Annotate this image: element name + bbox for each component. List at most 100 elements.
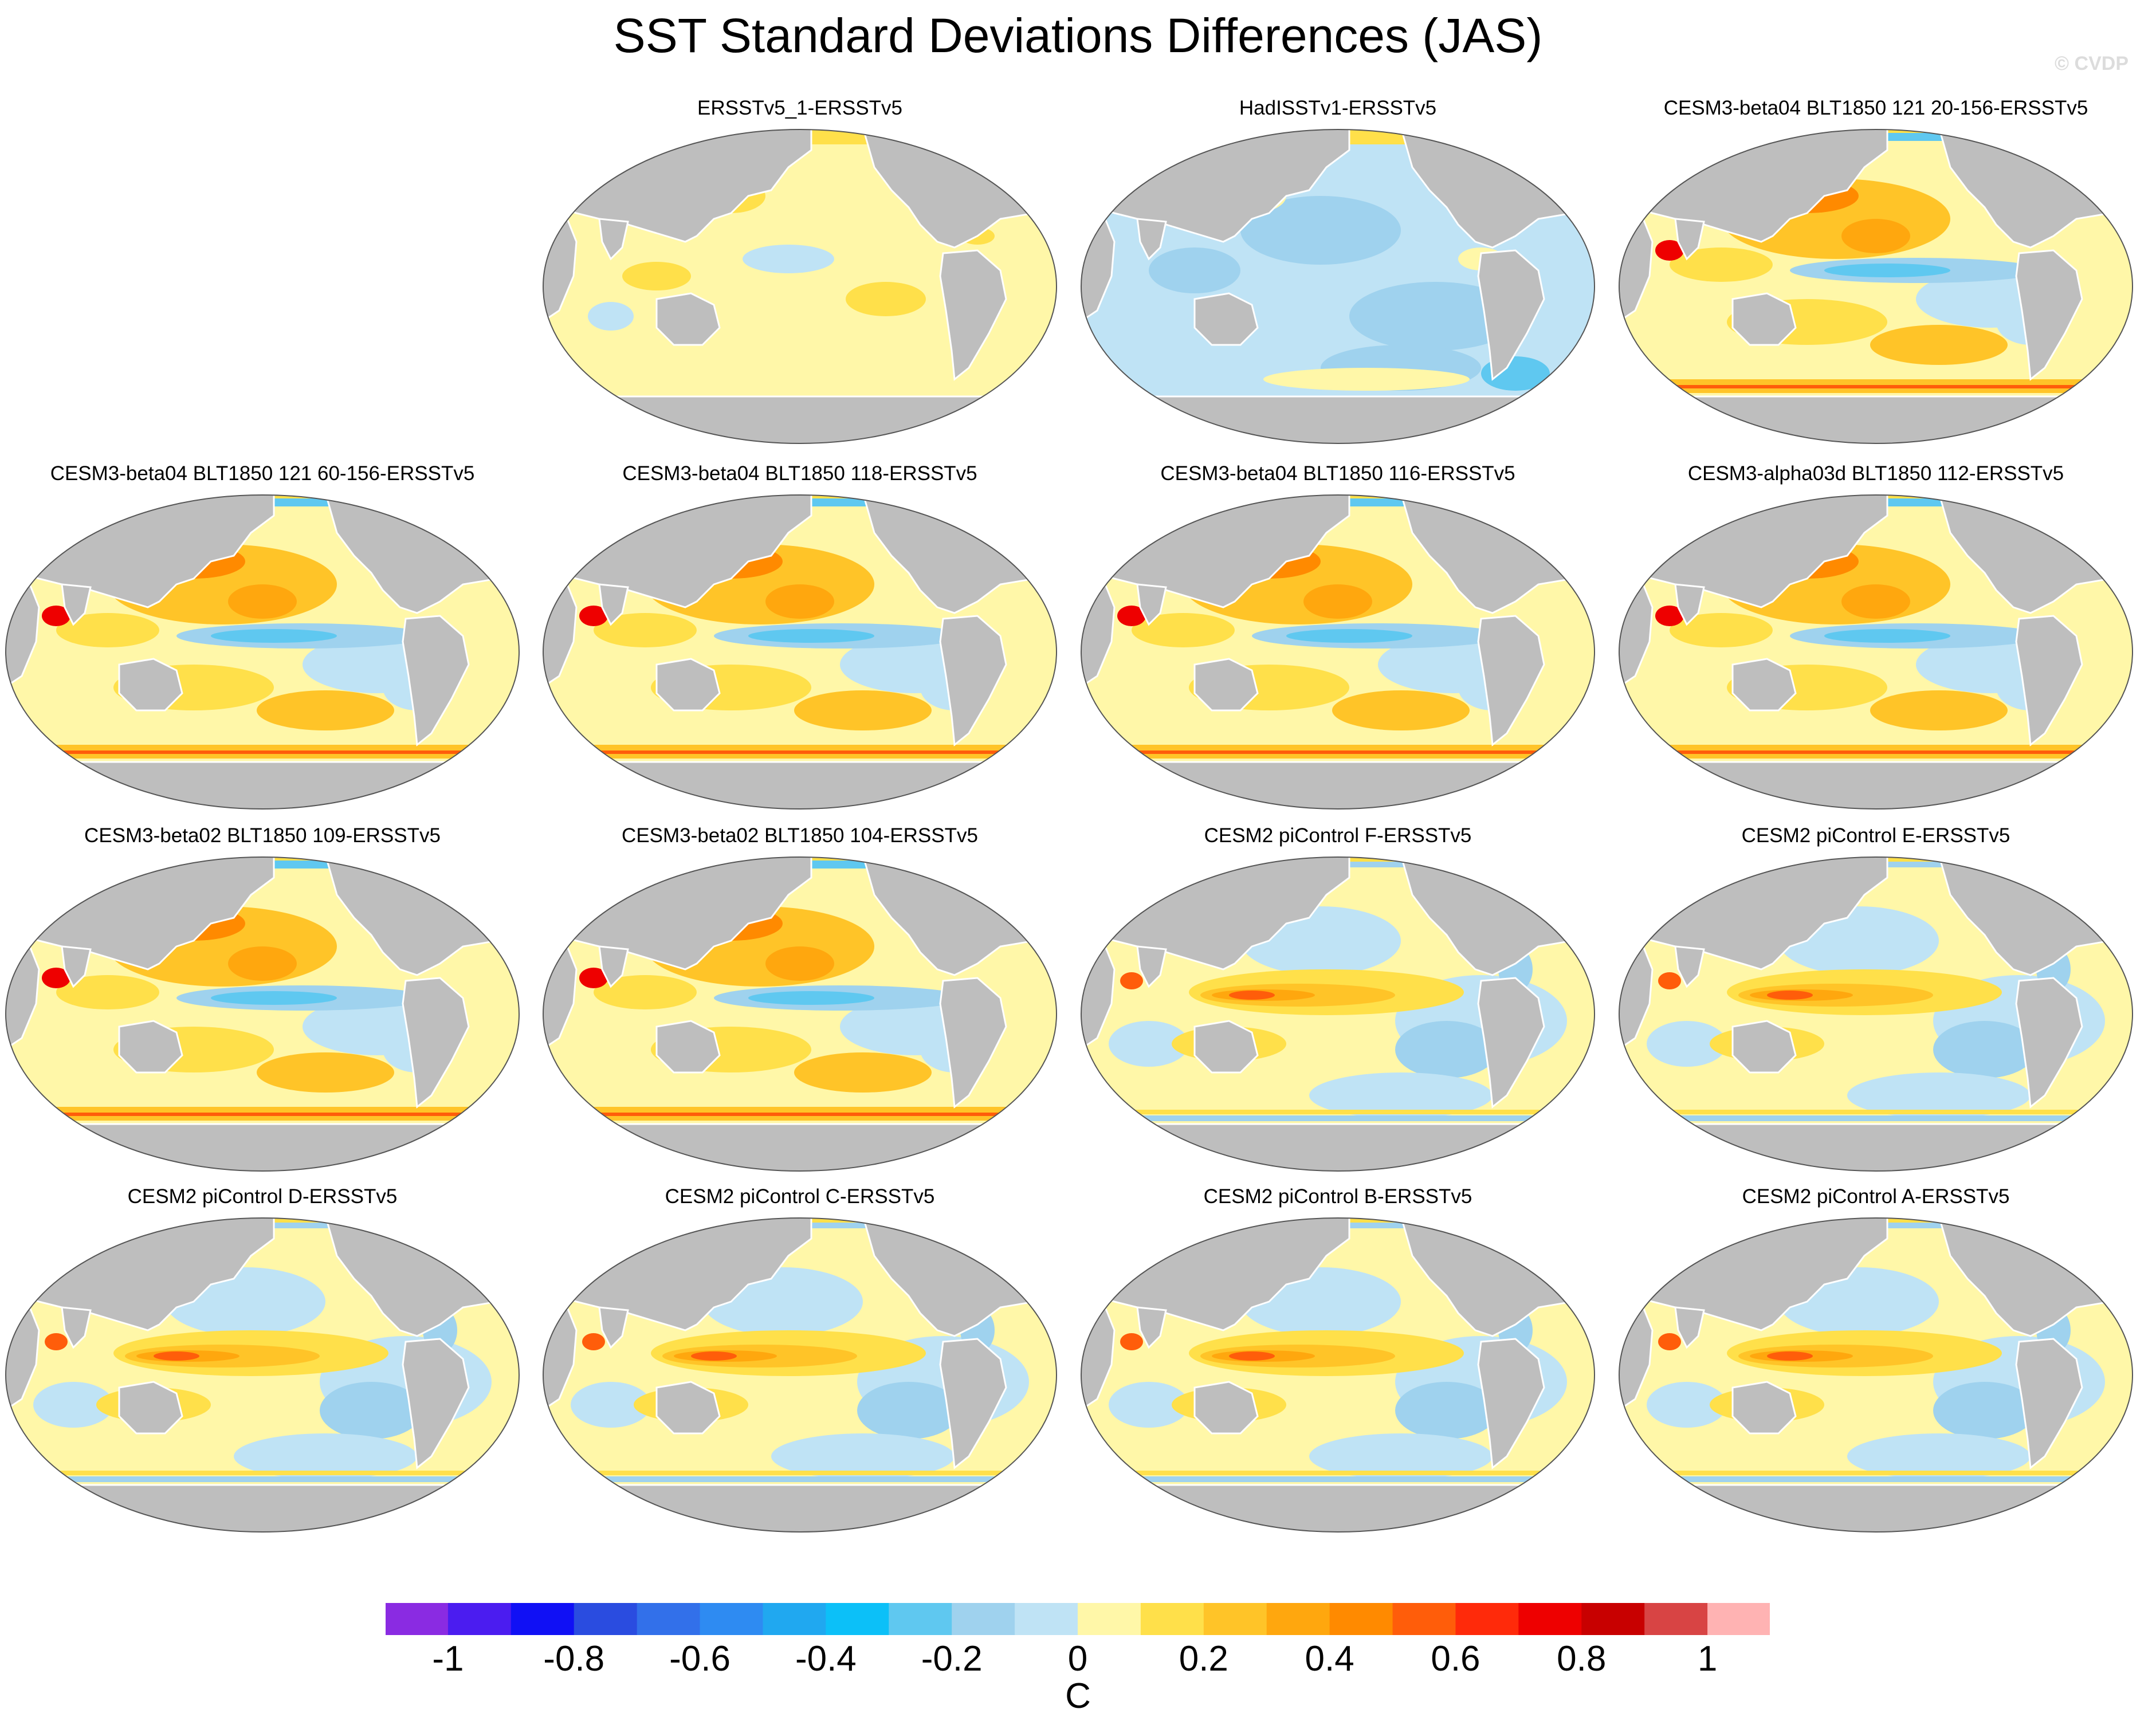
map-panel: CESM3-beta02 BLT1850 104-ERSSTv5 bbox=[542, 824, 1058, 1174]
colorbar-tick-label: 0.6 bbox=[1431, 1639, 1480, 1679]
colorbar-tick-label: -1 bbox=[432, 1639, 464, 1679]
map-panel-title: CESM2 piControl D-ERSSTv5 bbox=[127, 1185, 398, 1208]
map-panel-title: CESM2 piControl C-ERSSTv5 bbox=[665, 1185, 935, 1208]
map-outline bbox=[1081, 1217, 1595, 1533]
colorbar-swatch bbox=[1392, 1602, 1456, 1636]
map-panel-title: ERSSTv5_1-ERSSTv5 bbox=[697, 97, 902, 119]
colorbar-tick-label: 0.8 bbox=[1557, 1639, 1607, 1679]
map-panel-title: CESM3-beta04 BLT1850 121 20-156-ERSSTv5 bbox=[1663, 97, 2088, 119]
map-outline bbox=[543, 856, 1057, 1172]
map-panel-title: HadISSTv1-ERSSTv5 bbox=[1239, 97, 1437, 119]
sst-difference-map bbox=[1619, 1217, 2133, 1533]
map-outline bbox=[1619, 1217, 2133, 1533]
map-panel: CESM2 piControl B-ERSSTv5 bbox=[1080, 1185, 1596, 1535]
colorbar-swatch bbox=[889, 1602, 952, 1636]
map-panel: CESM3-beta04 BLT1850 116-ERSSTv5 bbox=[1080, 462, 1596, 812]
colorbar-tick-label: 0.4 bbox=[1305, 1639, 1354, 1679]
map-outline bbox=[1081, 856, 1595, 1172]
sst-difference-map bbox=[1619, 494, 2133, 810]
map-panel-title: CESM3-beta04 BLT1850 118-ERSSTv5 bbox=[622, 462, 977, 485]
colorbar bbox=[385, 1602, 1770, 1636]
colorbar-tick-label: 1 bbox=[1697, 1639, 1718, 1679]
sst-difference-map bbox=[543, 129, 1057, 444]
map-outline bbox=[5, 494, 520, 810]
sst-difference-map bbox=[1619, 129, 2133, 444]
colorbar-tick-label: 0 bbox=[1067, 1639, 1088, 1679]
map-panel-title: CESM2 piControl F-ERSSTv5 bbox=[1204, 824, 1472, 847]
colorbar-swatch bbox=[510, 1602, 575, 1636]
colorbar-swatch bbox=[763, 1602, 826, 1636]
sst-difference-map bbox=[5, 1217, 520, 1533]
colorbar-swatch bbox=[952, 1602, 1015, 1636]
colorbar-swatch bbox=[1455, 1602, 1519, 1636]
colorbar-swatch bbox=[385, 1602, 449, 1636]
colorbar-swatch bbox=[826, 1602, 889, 1636]
map-panel: CESM3-beta04 BLT1850 121 60-156-ERSSTv5 bbox=[5, 462, 520, 812]
sst-difference-map bbox=[543, 494, 1057, 810]
map-panel: CESM2 piControl F-ERSSTv5 bbox=[1080, 824, 1596, 1174]
watermark: © CVDP bbox=[2055, 53, 2128, 74]
colorbar-swatch bbox=[1581, 1602, 1645, 1636]
map-outline bbox=[543, 494, 1057, 810]
sst-difference-map bbox=[1081, 494, 1595, 810]
colorbar-swatch bbox=[1203, 1602, 1267, 1636]
colorbar-swatch bbox=[1329, 1602, 1393, 1636]
map-panel: CESM3-beta04 BLT1850 118-ERSSTv5 bbox=[542, 462, 1058, 812]
sst-difference-map bbox=[1081, 1217, 1595, 1533]
map-outline bbox=[543, 1217, 1057, 1533]
colorbar-swatch bbox=[1644, 1602, 1708, 1636]
colorbar-swatch bbox=[1015, 1602, 1078, 1636]
map-panel: CESM3-alpha03d BLT1850 112-ERSSTv5 bbox=[1618, 462, 2134, 812]
map-panel: HadISSTv1-ERSSTv5 bbox=[1080, 97, 1596, 447]
colorbar-tick-label: -0.6 bbox=[669, 1639, 731, 1679]
map-panel: CESM3-beta02 BLT1850 109-ERSSTv5 bbox=[5, 824, 520, 1174]
map-outline bbox=[1619, 129, 2133, 444]
map-panel: CESM2 piControl D-ERSSTv5 bbox=[5, 1185, 520, 1535]
colorbar-swatch bbox=[1266, 1602, 1330, 1636]
sst-difference-map bbox=[543, 1217, 1057, 1533]
colorbar-unit: C bbox=[1065, 1676, 1091, 1716]
map-outline bbox=[1619, 494, 2133, 810]
colorbar-swatch bbox=[1140, 1602, 1204, 1636]
map-panel-title: CESM3-beta04 BLT1850 121 60-156-ERSSTv5 bbox=[50, 462, 475, 485]
map-panel: CESM3-beta04 BLT1850 121 20-156-ERSSTv5 bbox=[1618, 97, 2134, 447]
map-panel-title: CESM3-alpha03d BLT1850 112-ERSSTv5 bbox=[1687, 462, 2064, 485]
colorbar-swatch bbox=[1078, 1602, 1141, 1636]
map-outline bbox=[543, 129, 1057, 444]
colorbar-tick-label: -0.2 bbox=[921, 1639, 983, 1679]
map-outline bbox=[1619, 856, 2133, 1172]
map-outline bbox=[5, 856, 520, 1172]
colorbar-swatch bbox=[574, 1602, 638, 1636]
colorbar-swatch bbox=[447, 1602, 512, 1636]
page-title: SST Standard Deviations Differences (JAS… bbox=[613, 9, 1543, 62]
sst-difference-map bbox=[5, 856, 520, 1172]
map-panel-title: CESM2 piControl B-ERSSTv5 bbox=[1203, 1185, 1472, 1208]
colorbar-tick-labels: -1 -0.8 -0.6 -0.4 -0.2 0 0.2 0.4 0.6 0.8 1 bbox=[0, 1638, 2156, 1679]
colorbar-swatch bbox=[1707, 1602, 1770, 1636]
map-panel: CESM2 piControl A-ERSSTv5 bbox=[1618, 1185, 2134, 1535]
sst-difference-map bbox=[1081, 856, 1595, 1172]
colorbar-swatch bbox=[1518, 1602, 1582, 1636]
map-panel: CESM2 piControl E-ERSSTv5 bbox=[1618, 824, 2134, 1174]
sst-difference-map bbox=[543, 856, 1057, 1172]
colorbar-tick-label: 0.2 bbox=[1179, 1639, 1228, 1679]
map-panel-title: CESM3-beta02 BLT1850 109-ERSSTv5 bbox=[84, 824, 441, 847]
sst-difference-map bbox=[5, 494, 520, 810]
colorbar-tick-label: -0.8 bbox=[543, 1639, 605, 1679]
sst-difference-map bbox=[1619, 856, 2133, 1172]
colorbar-swatch bbox=[637, 1602, 701, 1636]
colorbar-swatch bbox=[700, 1602, 763, 1636]
sst-difference-map bbox=[1081, 129, 1595, 444]
map-outline bbox=[1081, 494, 1595, 810]
map-panel: ERSSTv5_1-ERSSTv5 bbox=[542, 97, 1058, 447]
map-panel: CESM2 piControl C-ERSSTv5 bbox=[542, 1185, 1058, 1535]
map-panel-title: CESM2 piControl A-ERSSTv5 bbox=[1742, 1185, 2010, 1208]
map-panel-title: CESM3-beta02 BLT1850 104-ERSSTv5 bbox=[622, 824, 978, 847]
land-mask bbox=[1081, 495, 1595, 809]
map-outline bbox=[1081, 129, 1595, 444]
map-panel-grid: ERSSTv5_1-ERSSTv5 HadISSTv1-ERSSTv5 CESM3-… bbox=[5, 97, 2134, 1535]
colorbar-tick-label: -0.4 bbox=[795, 1639, 857, 1679]
map-outline bbox=[5, 1217, 520, 1533]
map-panel-title: CESM2 piControl E-ERSSTv5 bbox=[1741, 824, 2010, 847]
map-panel-title: CESM3-beta04 BLT1850 116-ERSSTv5 bbox=[1160, 462, 1515, 485]
